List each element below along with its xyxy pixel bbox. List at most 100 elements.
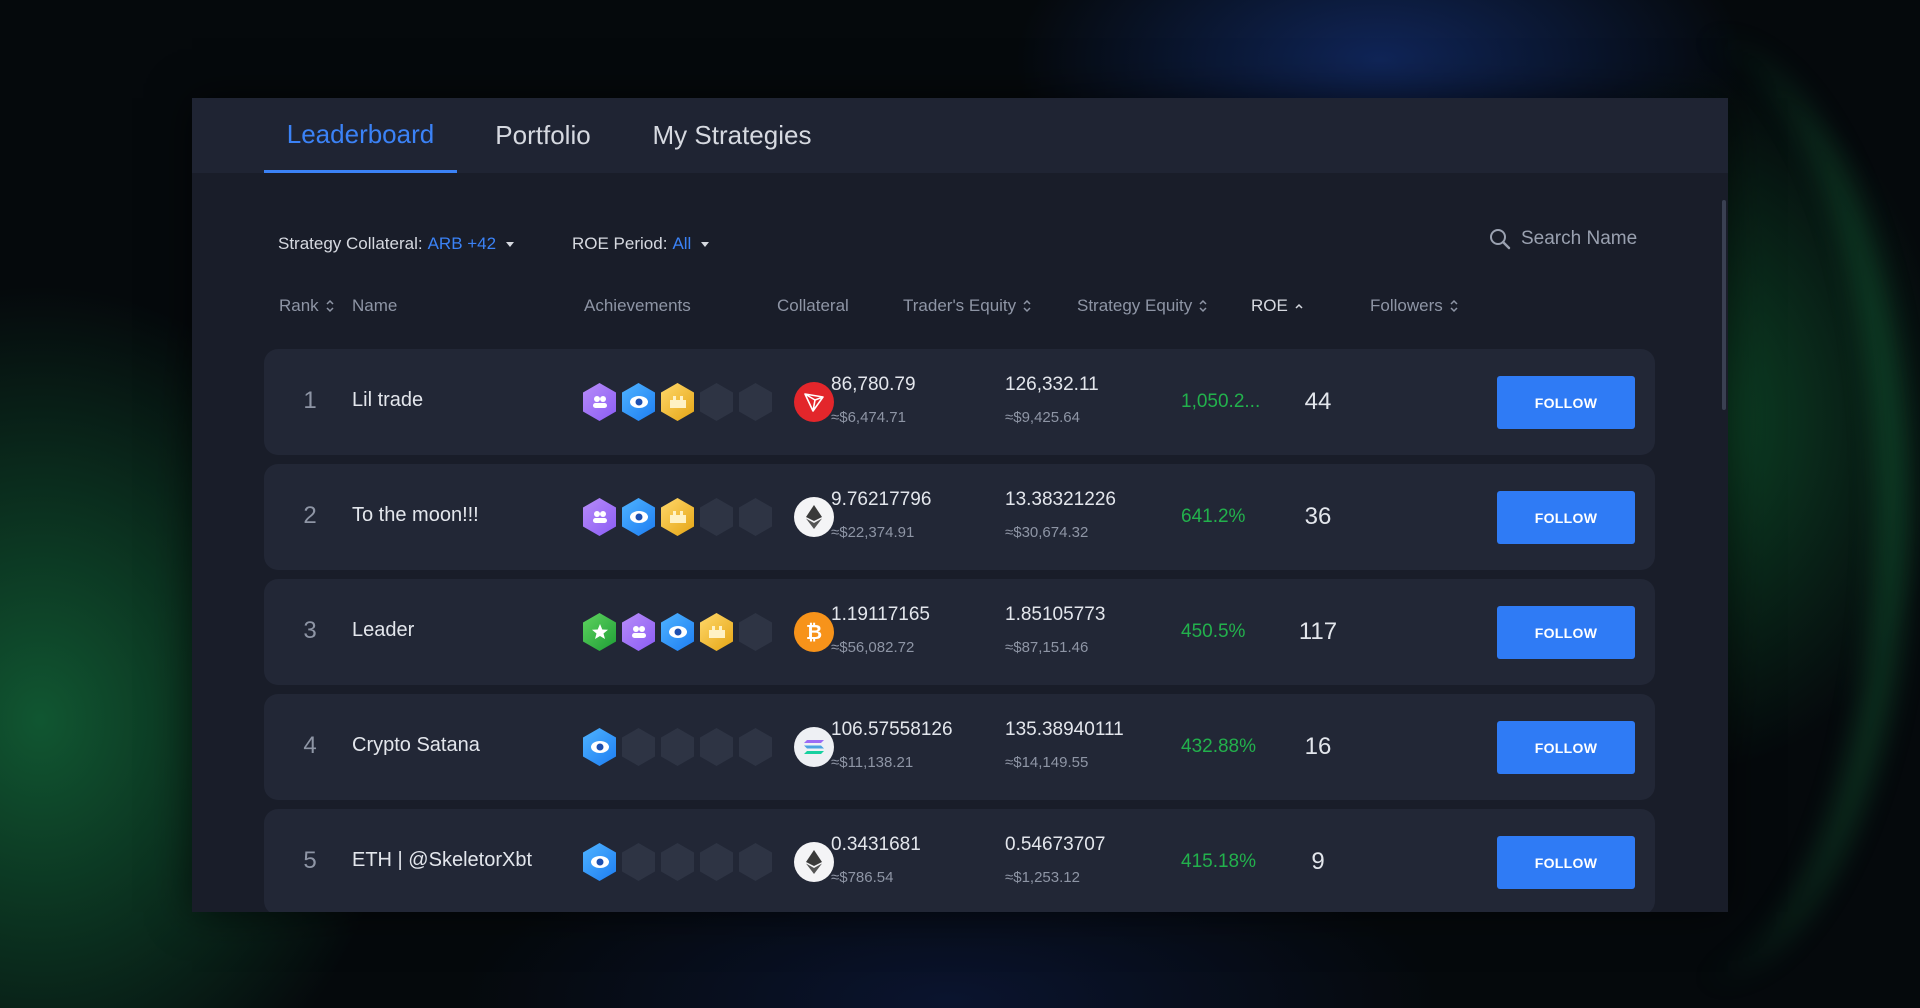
column-roe-label: ROE <box>1251 296 1288 315</box>
star-badge-icon <box>583 613 616 651</box>
empty-badge-icon <box>700 728 733 766</box>
scrollbar[interactable] <box>1722 200 1726 410</box>
column-traders-equity-label: Trader's Equity <box>903 296 1017 315</box>
search-icon <box>1490 229 1511 250</box>
leaderboard-row[interactable]: 5 ETH | @SkeletorXbt 0.3431681 ≈$786.54 … <box>264 809 1655 912</box>
traders-equity-usd: ≈$22,374.91 <box>831 524 915 541</box>
crown-badge-icon <box>661 383 694 421</box>
traders-equity: 0.3431681 ≈$786.54 <box>831 834 921 886</box>
traders-equity: 1.19117165 ≈$56,082.72 <box>831 604 930 656</box>
roe-value: 641.2% <box>1181 506 1246 527</box>
search-placeholder: Search Name <box>1521 228 1638 249</box>
search-input[interactable]: Search Name <box>1489 228 1637 250</box>
eye-badge-icon <box>622 383 655 421</box>
followers-count: 117 <box>1298 618 1338 645</box>
sort-icon <box>1199 299 1207 313</box>
leaderboard-row[interactable]: 2 To the moon!!! 9.76217796 ≈$22,374.91 … <box>264 464 1655 570</box>
traders-equity-usd: ≈$6,474.71 <box>831 409 906 426</box>
chevron-down-icon <box>701 241 710 247</box>
strategy-equity-value: 126,332.11 <box>1005 374 1099 395</box>
followers-count: 44 <box>1304 388 1332 415</box>
empty-badge-icon <box>739 498 772 536</box>
column-rank-label: Rank <box>279 296 319 315</box>
follow-button[interactable]: FOLLOW <box>1497 721 1635 774</box>
sort-icon <box>1450 299 1458 313</box>
column-strategy-equity[interactable]: Strategy Equity <box>1077 296 1207 316</box>
leaderboard-row[interactable]: 1 Lil trade 86,780.79 ≈$6,474.71 126,332… <box>264 349 1655 455</box>
leaderboard-panel: Leaderboard Portfolio My Strategies Stra… <box>192 98 1728 912</box>
empty-badge-icon <box>622 728 655 766</box>
solana-icon <box>794 727 834 767</box>
leaderboard-row[interactable]: 4 Crypto Satana 106.57558126 ≈$11,138.21… <box>264 694 1655 800</box>
column-roe[interactable]: ROE <box>1251 296 1303 316</box>
roe-period-dropdown[interactable]: ROE Period: All <box>572 234 710 254</box>
trader-name[interactable]: To the moon!!! <box>352 504 479 526</box>
followers-count: 16 <box>1304 733 1332 760</box>
strategy-equity: 1.85105773 ≈$87,151.46 <box>1005 604 1105 656</box>
tab-bar: Leaderboard Portfolio My Strategies <box>192 98 1728 173</box>
strategy-equity-usd: ≈$30,674.32 <box>1005 524 1089 541</box>
achievements <box>583 728 772 766</box>
followers-count: 9 <box>1311 848 1325 875</box>
empty-badge-icon <box>661 843 694 881</box>
column-followers-label: Followers <box>1370 296 1443 315</box>
roe-period-value: All <box>672 234 692 253</box>
empty-badge-icon <box>739 613 772 651</box>
roe-period-label: ROE Period: <box>572 234 668 253</box>
traders-equity-usd: ≈$56,082.72 <box>831 639 915 656</box>
column-name: Name <box>352 296 398 315</box>
sort-icon <box>1023 299 1031 313</box>
followers-count: 36 <box>1304 503 1332 530</box>
ethereum-icon <box>794 497 834 537</box>
follow-button[interactable]: FOLLOW <box>1497 836 1635 889</box>
achievements <box>583 498 772 536</box>
trader-name[interactable]: ETH | @SkeletorXbt <box>352 849 532 871</box>
team-badge-icon <box>622 613 655 651</box>
rank: 2 <box>303 502 317 529</box>
traders-equity-usd: ≈$11,138.21 <box>831 754 914 771</box>
eye-badge-icon <box>622 498 655 536</box>
tab-my-strategies[interactable]: My Strategies <box>652 120 812 150</box>
empty-badge-icon <box>661 728 694 766</box>
column-rank[interactable]: Rank <box>279 296 334 316</box>
trader-name[interactable]: Lil trade <box>352 389 424 411</box>
empty-badge-icon <box>739 843 772 881</box>
empty-badge-icon <box>700 843 733 881</box>
strategy-equity: 126,332.11 ≈$9,425.64 <box>1005 374 1099 426</box>
eye-badge-icon <box>583 728 616 766</box>
empty-badge-icon <box>700 383 733 421</box>
tab-portfolio[interactable]: Portfolio <box>495 120 591 150</box>
strategy-equity-value: 13.38321226 <box>1005 489 1116 510</box>
rank: 1 <box>303 387 317 414</box>
achievements <box>583 613 772 651</box>
column-followers[interactable]: Followers <box>1370 296 1458 316</box>
crown-badge-icon <box>700 613 733 651</box>
traders-equity: 9.76217796 ≈$22,374.91 <box>831 489 931 541</box>
roe-value: 1,050.2... <box>1181 391 1261 412</box>
traders-equity-value: 86,780.79 <box>831 374 916 395</box>
roe-value: 450.5% <box>1181 621 1246 642</box>
traders-equity-value: 1.19117165 <box>831 604 930 625</box>
ethereum-icon <box>794 842 834 882</box>
follow-button[interactable]: FOLLOW <box>1497 606 1635 659</box>
sort-ascending-icon <box>1295 303 1303 309</box>
column-strategy-equity-label: Strategy Equity <box>1077 296 1193 315</box>
trader-name[interactable]: Crypto Satana <box>352 734 480 756</box>
traders-equity-value: 106.57558126 <box>831 719 953 740</box>
strategy-collateral-label: Strategy Collateral: <box>278 234 423 253</box>
trader-name[interactable]: Leader <box>352 619 415 641</box>
column-traders-equity[interactable]: Trader's Equity <box>903 296 1031 316</box>
tab-leaderboard[interactable]: Leaderboard <box>264 98 457 173</box>
follow-button[interactable]: FOLLOW <box>1497 491 1635 544</box>
sort-icon <box>326 299 334 313</box>
leaderboard-row[interactable]: 3 Leader ₿ 1.19117165 ≈$56,082.72 1.8510… <box>264 579 1655 685</box>
achievements <box>583 383 772 421</box>
strategy-equity-usd: ≈$9,425.64 <box>1005 409 1080 426</box>
bitcoin-icon: ₿ <box>794 612 834 652</box>
strategy-equity-usd: ≈$1,253.12 <box>1005 869 1080 886</box>
traders-equity-usd: ≈$786.54 <box>831 869 894 886</box>
strategy-collateral-dropdown[interactable]: Strategy Collateral: ARB +42 <box>278 234 515 254</box>
strategy-equity: 13.38321226 ≈$30,674.32 <box>1005 489 1116 541</box>
svg-text:₿: ₿ <box>806 622 822 644</box>
follow-button[interactable]: FOLLOW <box>1497 376 1635 429</box>
